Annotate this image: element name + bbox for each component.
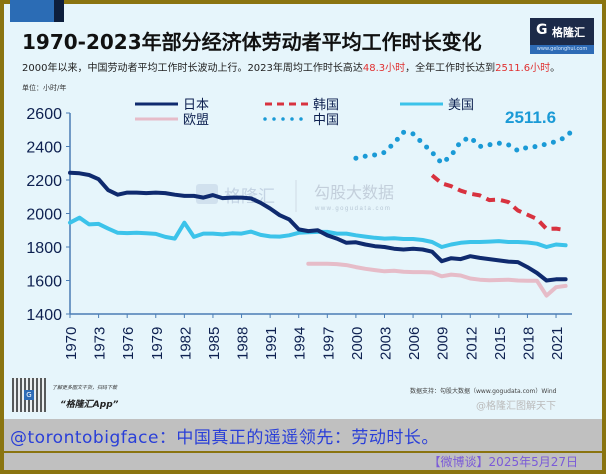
chart-subtitle: 2000年以来，中国劳动者平均工作时长波动上行。2023年周均工作时长高达48.…	[22, 59, 560, 74]
x-tick-label: 1985	[206, 327, 223, 360]
post-date: 【微博谈】2025年5月27日	[428, 455, 578, 469]
x-tick-label: 2009	[435, 327, 452, 360]
header-accent-bar-dark	[54, 0, 64, 22]
subtitle-highlight-weekly: 48.3小时	[362, 63, 406, 74]
x-tick-label: 1997	[320, 327, 337, 360]
y-tick-label: 1600	[26, 274, 62, 291]
divider	[4, 451, 602, 453]
logo-name: 格隆汇	[552, 26, 585, 39]
subtitle-text-mid: ，全年工作时长达到	[405, 63, 496, 74]
promo-line: 了解更多图文干货，扫码下载	[52, 385, 118, 391]
series-line-korea	[430, 173, 566, 233]
logo-url: www.gelonghui.com	[530, 45, 594, 54]
weibo-comment: @torontobigface：中国真正的遥遥领先：劳动时长。	[10, 428, 439, 448]
date-bar	[4, 453, 602, 470]
x-tick-label: 1982	[177, 327, 194, 360]
axes: 1400 1600 1800 2000 2200 2400 2600 1970 1973 1976…	[26, 106, 572, 360]
legend-label-korea: 韩国	[313, 97, 339, 112]
x-tick-label: 2015	[492, 327, 509, 360]
logo-g-icon: G	[536, 22, 548, 38]
series-line-china	[353, 125, 578, 166]
y-tick-label: 1800	[26, 240, 62, 257]
chart-card	[4, 4, 602, 419]
header-accent-bar	[10, 0, 64, 22]
x-tick-label: 1988	[235, 327, 252, 360]
x-tick-label: 2003	[377, 327, 394, 360]
x-tick-label: 1976	[120, 327, 137, 360]
watermark-gogudata: 勾股大数据	[314, 184, 394, 202]
series-line-japan	[68, 170, 568, 283]
comment-bar	[4, 419, 602, 451]
annotation-2511-6: 2511.6	[505, 108, 556, 127]
y-tick-label: 2400	[26, 140, 62, 157]
y-tick-label: 2000	[26, 207, 62, 224]
x-tick-label: 1973	[92, 327, 109, 360]
legend-label-china: 中国	[313, 112, 339, 127]
qr-app-icon: G	[24, 390, 34, 400]
y-tick-label: 1400	[26, 307, 62, 324]
legend-label-japan: 日本	[183, 97, 209, 112]
watermark-gogudata-url: www.gogudata.com	[314, 206, 391, 212]
series-lines	[68, 125, 578, 298]
x-tick-label: 2000	[349, 327, 366, 360]
app-name: “格隆汇App”	[60, 400, 119, 410]
subtitle-highlight-annual: 2511.6小时	[495, 63, 551, 74]
series-line-eu	[306, 261, 568, 298]
gelonghui-logo: G 格隆汇 www.gelonghui.com	[530, 18, 594, 54]
x-tick-label: 2012	[463, 327, 480, 360]
unit-label: 单位：小时/年	[22, 84, 67, 92]
x-tick-label: 1979	[149, 327, 166, 360]
x-tick-label: 2006	[406, 327, 423, 360]
legend-label-eu: 欧盟	[183, 112, 209, 127]
x-tick-label: 2021	[549, 327, 566, 360]
data-source: 数据支持：勾股大数据（www.gogudata.com）Wind	[410, 388, 557, 395]
subtitle-text: 2000年以来，中国劳动者平均工作时长波动上行。2023年周均工作时长高达	[22, 63, 363, 74]
x-tick-label: 1991	[263, 327, 280, 360]
legend-label-usa: 美国	[448, 97, 474, 112]
y-tick-label: 2600	[26, 106, 62, 123]
x-tick-label: 1994	[292, 327, 309, 360]
y-tick-label: 2200	[26, 173, 62, 190]
x-tick-label: 1970	[63, 327, 80, 360]
subtitle-text-end: 。	[550, 63, 561, 74]
chart-title: 1970-2023年部分经济体劳动者平均工作时长变化	[22, 30, 482, 54]
weibo-watermark: @格隆汇图解天下	[476, 401, 556, 412]
x-tick-label: 2018	[520, 327, 537, 360]
